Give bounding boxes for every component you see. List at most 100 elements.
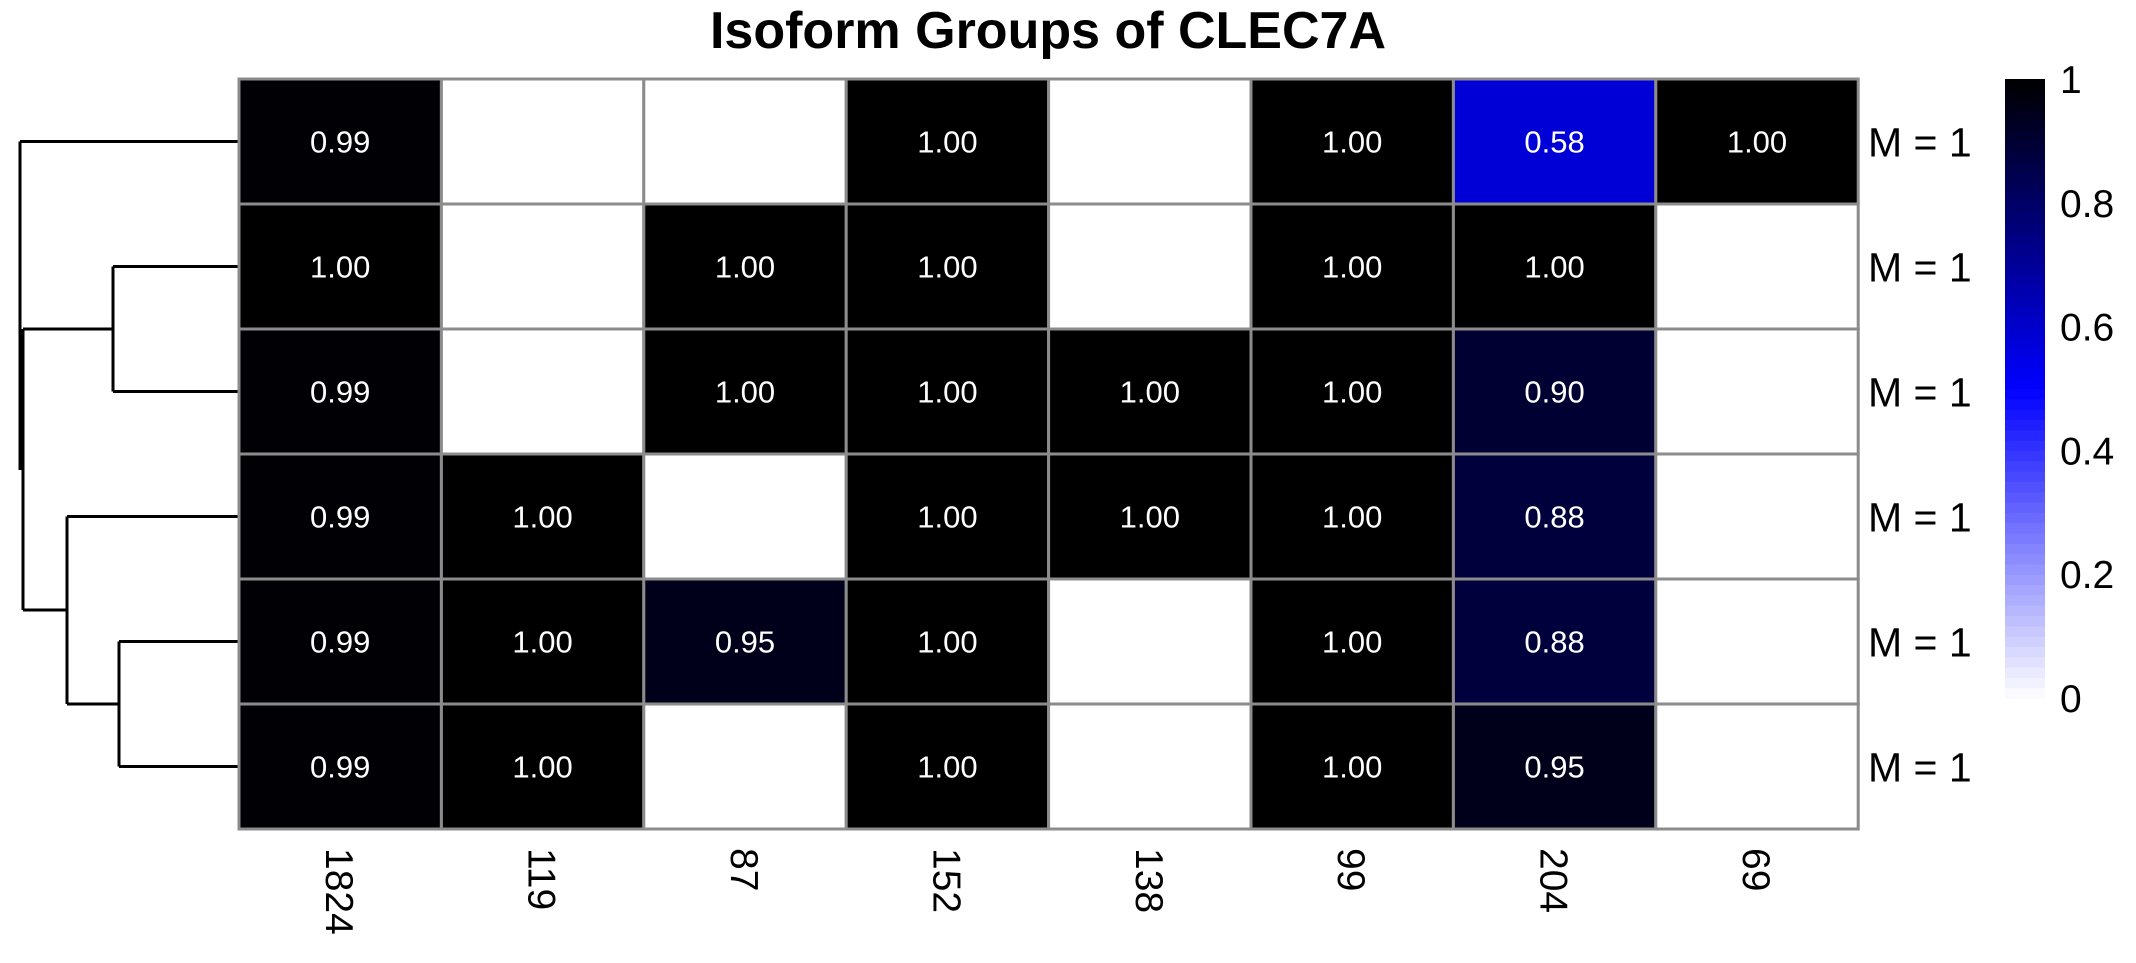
cell-value-label: 0.95 xyxy=(715,625,775,660)
legend-swatch xyxy=(2005,130,2045,142)
heatmap-cell xyxy=(1047,202,1253,331)
cell-value-label: 0.99 xyxy=(310,750,370,785)
legend-swatch xyxy=(2005,594,2045,606)
heatmap-cell xyxy=(642,327,848,456)
legend-swatch xyxy=(2005,419,2045,431)
legend-swatch xyxy=(2005,295,2045,307)
legend-swatch xyxy=(2005,264,2045,276)
heatmap-cell xyxy=(1249,702,1455,831)
legend-swatch xyxy=(2005,378,2045,390)
legend-swatch xyxy=(2005,161,2045,173)
heatmap-cell xyxy=(642,702,848,831)
legend-swatch xyxy=(2005,481,2045,493)
legend-swatch xyxy=(2005,636,2045,648)
legend-swatch xyxy=(2005,275,2045,286)
legend-swatch xyxy=(2005,223,2045,235)
column-label: 119 xyxy=(520,848,563,910)
cell-value-label: 1.00 xyxy=(1322,125,1382,160)
column-label: 204 xyxy=(1532,848,1575,913)
row-label: M = 1 xyxy=(1868,495,1972,541)
heatmap-cell xyxy=(642,577,848,706)
legend-swatch xyxy=(2005,316,2045,328)
heatmap-cell xyxy=(1654,327,1860,456)
heatmap-cell xyxy=(1451,202,1658,331)
heatmap-cell xyxy=(642,202,848,331)
heatmap-cell xyxy=(1047,702,1253,831)
legend-swatch xyxy=(2005,409,2045,421)
legend-swatch xyxy=(2005,244,2045,255)
legend-swatch xyxy=(2005,512,2045,524)
cell-value-label: 1.00 xyxy=(715,250,775,285)
legend-swatch xyxy=(2005,367,2045,379)
heatmap-cell xyxy=(1654,577,1860,706)
legend-swatch xyxy=(2005,357,2045,369)
legend-swatch xyxy=(2005,99,2045,111)
legend-swatch xyxy=(2005,553,2045,565)
legend-tick-label: 0.6 xyxy=(2060,307,2114,350)
legend-swatch xyxy=(2005,398,2045,410)
heatmap-cell xyxy=(1451,702,1658,831)
cell-value-label: 0.88 xyxy=(1524,625,1584,660)
legend-swatch xyxy=(2005,305,2045,317)
column-label: 99 xyxy=(1329,848,1372,891)
legend-swatch xyxy=(2005,471,2045,482)
column-label: 87 xyxy=(722,848,765,891)
column-label: 1824 xyxy=(317,848,360,935)
cell-value-label: 1.00 xyxy=(512,750,572,785)
legend-swatch xyxy=(2005,615,2045,627)
column-label: 152 xyxy=(924,848,967,913)
legend-swatch xyxy=(2005,120,2045,132)
legend-swatch xyxy=(2005,522,2045,534)
heatmap-cell xyxy=(439,327,646,456)
legend-swatch xyxy=(2005,656,2045,668)
chart-title: Isoform Groups of CLEC7A xyxy=(710,2,1386,60)
legend-swatch xyxy=(2005,543,2045,555)
heatmap-cell xyxy=(1249,77,1455,206)
cell-value-label: 1.00 xyxy=(1322,625,1382,660)
cell-value-label: 1.00 xyxy=(512,500,572,535)
legend-swatch xyxy=(2005,646,2045,658)
legend-swatch xyxy=(2005,532,2045,544)
heatmap-cell xyxy=(1654,202,1860,331)
heatmap-cells: 0.99 1.00 1.00 0.58 1.00 1.00 1.00 1.00 1.00 1.00… xyxy=(237,77,1860,831)
cell-value-label: 1.00 xyxy=(1120,375,1180,410)
heatmap-cell xyxy=(1654,702,1860,831)
heatmap-cell xyxy=(1249,577,1455,706)
column-label: 69 xyxy=(1734,848,1777,891)
legend-swatch xyxy=(2005,491,2045,503)
row-label: M = 1 xyxy=(1868,245,1972,291)
color-legend: 0 0.2 0.4 0.6 0.8 1 xyxy=(2005,59,2114,721)
heatmap-cell xyxy=(844,202,1051,331)
cell-value-label: 1.00 xyxy=(1322,500,1382,535)
legend-tick-label: 1 xyxy=(2060,59,2082,102)
cell-value-label: 1.00 xyxy=(715,375,775,410)
heatmap-cell xyxy=(439,577,646,706)
cell-value-label: 1.00 xyxy=(917,625,977,660)
cell-value-label: 1.00 xyxy=(512,625,572,660)
legend-swatch xyxy=(2005,429,2045,441)
cell-value-label: 0.90 xyxy=(1524,375,1584,410)
cell-value-label: 0.95 xyxy=(1524,750,1584,785)
cell-value-label: 0.99 xyxy=(310,375,370,410)
legend-swatch xyxy=(2005,584,2045,596)
legend-swatch xyxy=(2005,192,2045,204)
legend-swatch xyxy=(2005,460,2045,472)
legend-swatch xyxy=(2005,213,2045,225)
legend-swatch xyxy=(2005,109,2045,121)
cell-value-label: 0.58 xyxy=(1524,125,1584,160)
heatmap-cell xyxy=(1047,77,1253,206)
heatmap-cell xyxy=(844,577,1051,706)
legend-swatch xyxy=(2005,254,2045,266)
row-dendrogram xyxy=(18,140,239,768)
heatmap-cell xyxy=(1451,327,1658,456)
cell-value-label: 1.00 xyxy=(917,750,977,785)
heatmap-cell xyxy=(844,702,1051,831)
legend-tick-label: 0.4 xyxy=(2060,430,2114,473)
legend-swatch xyxy=(2005,89,2045,101)
legend-swatch xyxy=(2005,285,2045,297)
cell-value-label: 1.00 xyxy=(1524,250,1584,285)
legend-swatch xyxy=(2005,687,2045,699)
legend-swatch xyxy=(2005,336,2045,348)
legend-swatch xyxy=(2005,677,2045,689)
cell-value-label: 0.99 xyxy=(310,625,370,660)
